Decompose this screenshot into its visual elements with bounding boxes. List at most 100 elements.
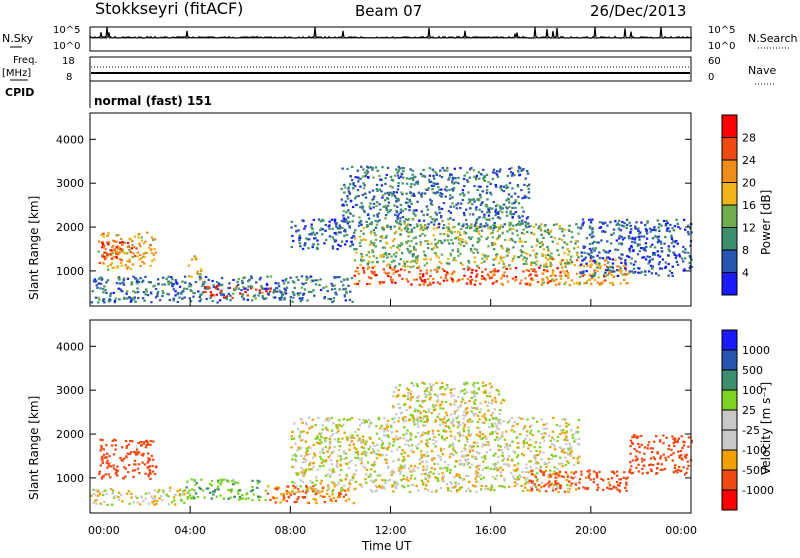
heatmap-cell	[397, 458, 400, 461]
heatmap-cell	[381, 166, 384, 169]
heatmap-cell	[628, 470, 631, 473]
heatmap-cell	[452, 420, 455, 423]
heatmap-cell	[153, 258, 156, 261]
beam-title: Beam 07	[355, 2, 422, 20]
heatmap-cell	[668, 269, 672, 272]
heatmap-cell	[148, 246, 151, 249]
heatmap-cell	[573, 264, 576, 267]
heatmap-cell	[688, 267, 692, 270]
heatmap-cell	[595, 476, 599, 479]
heatmap-cell	[675, 218, 678, 221]
heatmap-cell	[572, 472, 576, 475]
heatmap-cell	[203, 280, 206, 283]
heatmap-cell	[456, 409, 459, 412]
heatmap-cell	[432, 277, 435, 281]
y-tick-label: 3000	[56, 177, 84, 190]
heatmap-cell	[447, 425, 450, 428]
heatmap-cell	[415, 209, 418, 212]
heatmap-cell	[488, 211, 491, 214]
heatmap-cell	[536, 478, 539, 481]
heatmap-cell	[597, 276, 600, 279]
heatmap-cell	[482, 277, 486, 280]
heatmap-cell	[539, 245, 542, 249]
heatmap-cell	[489, 227, 492, 230]
heatmap-cell	[318, 465, 322, 468]
heatmap-cell	[579, 275, 582, 278]
heatmap-cell	[670, 272, 674, 275]
heatmap-cell	[611, 266, 615, 269]
heatmap-cell	[538, 225, 541, 228]
heatmap-cell	[342, 495, 345, 498]
heatmap-cell	[551, 430, 554, 433]
heatmap-cell	[541, 278, 544, 281]
heatmap-cell	[576, 442, 580, 445]
heatmap-cell	[407, 240, 410, 243]
heatmap-cell	[589, 254, 592, 258]
heatmap-cell	[105, 444, 108, 447]
heatmap-cell	[178, 494, 181, 497]
colorbar-segment	[722, 370, 737, 390]
heatmap-cell	[305, 447, 308, 450]
heatmap-cell	[129, 238, 133, 241]
heatmap-cell	[496, 173, 499, 176]
heatmap-cell	[140, 257, 143, 260]
heatmap-cell	[462, 430, 466, 433]
heatmap-cell	[542, 236, 545, 239]
heatmap-cell	[397, 469, 401, 472]
heatmap-cell	[532, 232, 535, 235]
heatmap-cell	[492, 281, 495, 284]
heatmap-cell	[611, 258, 615, 261]
heatmap-cell	[308, 416, 311, 419]
heatmap-cell	[426, 474, 430, 477]
heatmap-cell	[320, 461, 323, 464]
heatmap-cell	[449, 392, 453, 395]
heatmap-cell	[256, 482, 260, 485]
heatmap-cell	[345, 203, 348, 207]
heatmap-cell	[385, 453, 388, 457]
colorbar-tick-label: 24	[742, 154, 756, 167]
heatmap-cell	[421, 232, 424, 235]
heatmap-cell	[331, 245, 334, 248]
heatmap-cell	[483, 216, 486, 219]
heatmap-cell	[352, 182, 355, 185]
heatmap-cell	[501, 283, 505, 286]
heatmap-cell	[128, 464, 131, 467]
nsky-tick-bottom: 10^0	[53, 41, 80, 52]
heatmap-cell	[416, 416, 419, 419]
heatmap-cell	[587, 476, 590, 479]
heatmap-cell	[590, 277, 593, 280]
heatmap-cell	[583, 282, 586, 285]
heatmap-cell	[465, 460, 468, 463]
heatmap-cell	[425, 272, 428, 275]
heatmap-cell	[178, 285, 182, 288]
heatmap-cell	[385, 253, 388, 256]
heatmap-cell	[395, 168, 398, 171]
heatmap-cell	[413, 410, 416, 413]
heatmap-cell	[579, 226, 583, 229]
heatmap-cell	[521, 489, 525, 492]
heatmap-cell	[351, 220, 354, 223]
heatmap-cell	[190, 478, 193, 481]
heatmap-cell	[409, 250, 412, 253]
heatmap-cell	[397, 269, 400, 272]
heatmap-cell	[294, 224, 297, 227]
heatmap-cell	[583, 251, 586, 254]
heatmap-cell	[501, 247, 504, 250]
heatmap-cell	[451, 178, 455, 181]
heatmap-cell	[421, 399, 424, 402]
heatmap-cell	[383, 246, 386, 249]
heatmap-cell	[541, 244, 544, 247]
colorbar-segment	[722, 227, 737, 250]
colorbar-tick-label: 20	[742, 177, 756, 190]
heatmap-cell	[393, 225, 396, 228]
heatmap-cell	[261, 295, 265, 298]
heatmap-cell	[433, 436, 436, 439]
heatmap-cell	[266, 275, 269, 278]
heatmap-cell	[426, 278, 430, 281]
heatmap-cell	[484, 487, 487, 491]
heatmap-cell	[312, 289, 315, 292]
heatmap-cell	[117, 491, 121, 494]
heatmap-cell	[497, 262, 501, 265]
heatmap-cell	[439, 407, 442, 410]
heatmap-cell	[382, 485, 385, 488]
